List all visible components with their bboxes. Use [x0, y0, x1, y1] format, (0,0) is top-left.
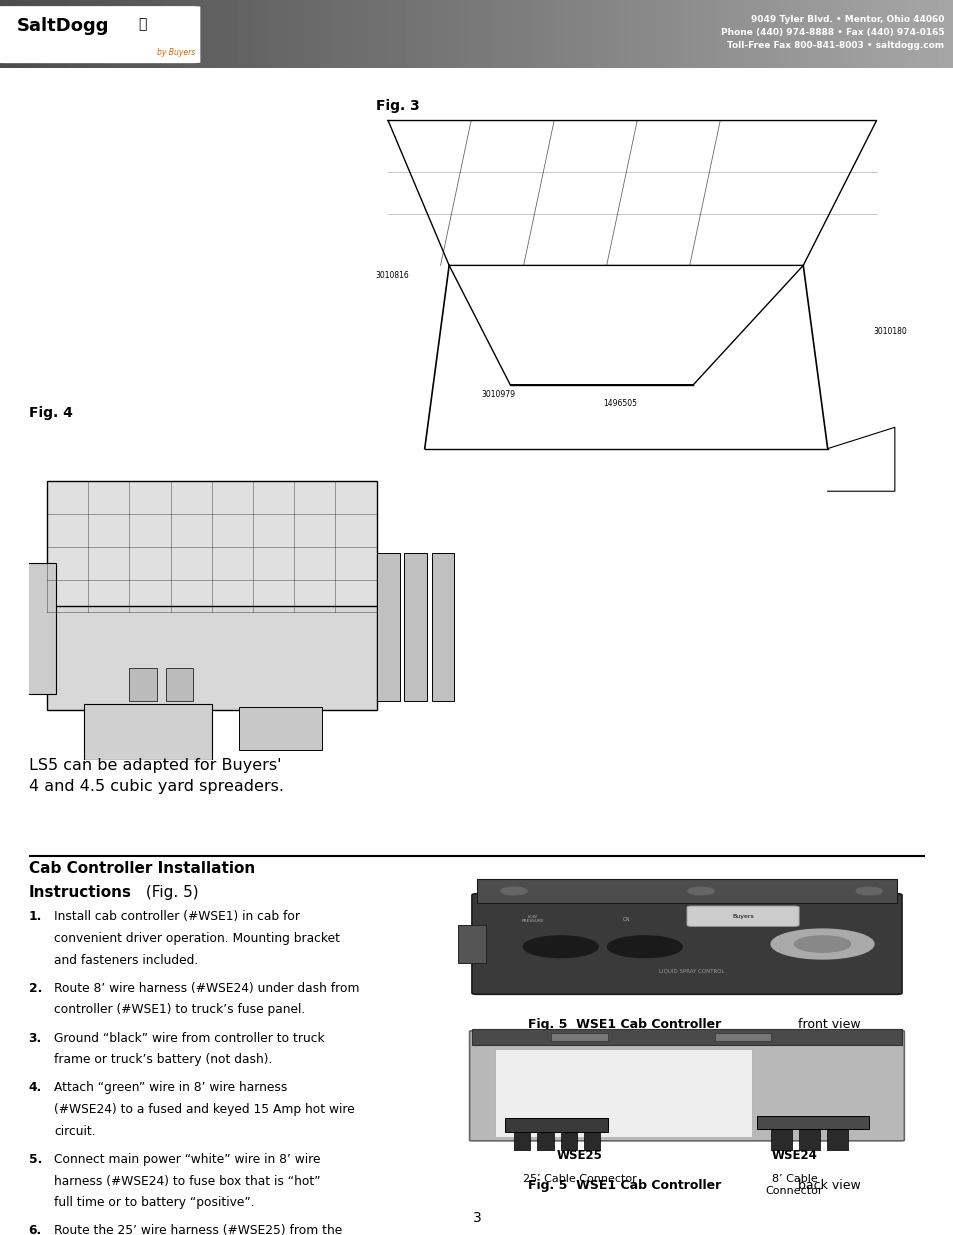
- Bar: [431, 553, 454, 700]
- Text: Fig. 4: Fig. 4: [29, 406, 72, 420]
- Text: WSE24: WSE24: [771, 1149, 817, 1162]
- Bar: [757, 1115, 868, 1129]
- Text: convenient driver operation. Mounting bracket: convenient driver operation. Mounting br…: [54, 932, 339, 945]
- Bar: [47, 605, 376, 710]
- Bar: [715, 1032, 770, 1041]
- Circle shape: [607, 936, 681, 957]
- Text: 3010816: 3010816: [375, 272, 409, 280]
- Bar: [84, 704, 212, 760]
- Text: 2.: 2.: [29, 982, 42, 994]
- Text: WSE25: WSE25: [556, 1149, 601, 1162]
- Text: frame or truck’s battery (not dash).: frame or truck’s battery (not dash).: [54, 1053, 273, 1066]
- Text: 3.: 3.: [29, 1031, 42, 1045]
- Bar: [404, 553, 427, 700]
- Text: Route the 25’ wire harness (#WSE25) from the: Route the 25’ wire harness (#WSE25) from…: [54, 1224, 342, 1235]
- Circle shape: [770, 929, 873, 958]
- Circle shape: [855, 887, 882, 895]
- Text: Buyers: Buyers: [732, 914, 753, 919]
- Bar: [826, 1124, 847, 1151]
- Bar: [799, 1124, 820, 1151]
- Bar: [472, 1029, 901, 1045]
- Text: front view: front view: [794, 1018, 861, 1030]
- Circle shape: [523, 936, 598, 957]
- Bar: [537, 1126, 553, 1151]
- Bar: [457, 925, 485, 963]
- Text: 9049 Tyler Blvd. • Mentor, Ohio 44060
Phone (440) 974-8888 • Fax (440) 974-0165
: 9049 Tyler Blvd. • Mentor, Ohio 44060 Ph…: [720, 15, 943, 51]
- Text: LOW
PRESSURE: LOW PRESSURE: [520, 915, 543, 924]
- FancyBboxPatch shape: [472, 894, 901, 994]
- Text: Connect main power “white” wire in 8’ wire: Connect main power “white” wire in 8’ wi…: [54, 1152, 320, 1166]
- Bar: [166, 668, 193, 700]
- Text: 1496505: 1496505: [602, 399, 637, 408]
- Circle shape: [687, 887, 714, 895]
- Text: Ground “black” wire from controller to truck: Ground “black” wire from controller to t…: [54, 1031, 324, 1045]
- Bar: [560, 1126, 577, 1151]
- Text: 5.: 5.: [29, 1152, 42, 1166]
- Text: by Buyers: by Buyers: [157, 48, 195, 58]
- Text: 🐕: 🐕: [138, 17, 147, 31]
- Text: 3010180: 3010180: [872, 326, 906, 336]
- Text: LIQUID SPRAY CONTROL: LIQUID SPRAY CONTROL: [659, 968, 723, 973]
- Text: ON: ON: [621, 916, 629, 923]
- Text: 3010979: 3010979: [480, 390, 515, 399]
- Text: 25’ Cable Connector: 25’ Cable Connector: [522, 1173, 636, 1183]
- Text: back view: back view: [794, 1179, 861, 1192]
- Bar: [19, 563, 56, 694]
- Bar: [130, 668, 156, 700]
- Text: (#WSE24) to a fused and keyed 15 Amp hot wire: (#WSE24) to a fused and keyed 15 Amp hot…: [54, 1103, 355, 1116]
- FancyBboxPatch shape: [686, 906, 799, 926]
- Text: (Fig. 5): (Fig. 5): [140, 884, 198, 899]
- Text: Install cab controller (#WSE1) in cab for: Install cab controller (#WSE1) in cab fo…: [54, 910, 300, 924]
- Text: Fig. 5  WSE1 Cab Controller: Fig. 5 WSE1 Cab Controller: [527, 1179, 720, 1192]
- Bar: [583, 1126, 599, 1151]
- Text: full time or to battery “positive”.: full time or to battery “positive”.: [54, 1197, 254, 1209]
- Circle shape: [500, 887, 527, 895]
- Bar: [476, 879, 897, 903]
- Text: 4.: 4.: [29, 1082, 42, 1094]
- Bar: [376, 553, 399, 700]
- Text: controller (#WSE1) to truck’s fuse panel.: controller (#WSE1) to truck’s fuse panel…: [54, 1003, 305, 1016]
- Text: 3: 3: [472, 1212, 481, 1225]
- FancyBboxPatch shape: [0, 6, 200, 63]
- Bar: [47, 482, 376, 613]
- Text: 1.: 1.: [29, 910, 42, 924]
- Text: Attach “green” wire in 8’ wire harness: Attach “green” wire in 8’ wire harness: [54, 1082, 287, 1094]
- Text: 6.: 6.: [29, 1224, 42, 1235]
- Bar: [514, 1126, 530, 1151]
- Text: harness (#WSE24) to fuse box that is “hot”: harness (#WSE24) to fuse box that is “ho…: [54, 1174, 320, 1188]
- Text: circuit.: circuit.: [54, 1125, 95, 1137]
- Text: 8’ Cable
Connector: 8’ Cable Connector: [765, 1173, 822, 1195]
- Bar: [551, 1032, 607, 1041]
- Bar: [504, 1119, 607, 1132]
- Text: Cab Controller Installation: Cab Controller Installation: [29, 861, 254, 876]
- Circle shape: [794, 936, 850, 952]
- Text: Fig. 3: Fig. 3: [375, 99, 419, 114]
- Text: Fig. 5  WSE1 Cab Controller: Fig. 5 WSE1 Cab Controller: [527, 1018, 720, 1030]
- Bar: [495, 1050, 752, 1137]
- Text: SaltDogg: SaltDogg: [17, 17, 110, 35]
- Text: LS5 can be adapted for Buyers'
4 and 4.5 cubic yard spreaders.: LS5 can be adapted for Buyers' 4 and 4.5…: [29, 758, 283, 794]
- Text: Route 8’ wire harness (#WSE24) under dash from: Route 8’ wire harness (#WSE24) under das…: [54, 982, 359, 994]
- Text: and fasteners included.: and fasteners included.: [54, 953, 198, 967]
- FancyBboxPatch shape: [469, 1031, 903, 1141]
- Bar: [239, 708, 321, 750]
- Bar: [770, 1124, 791, 1151]
- Text: Instructions: Instructions: [29, 884, 132, 899]
